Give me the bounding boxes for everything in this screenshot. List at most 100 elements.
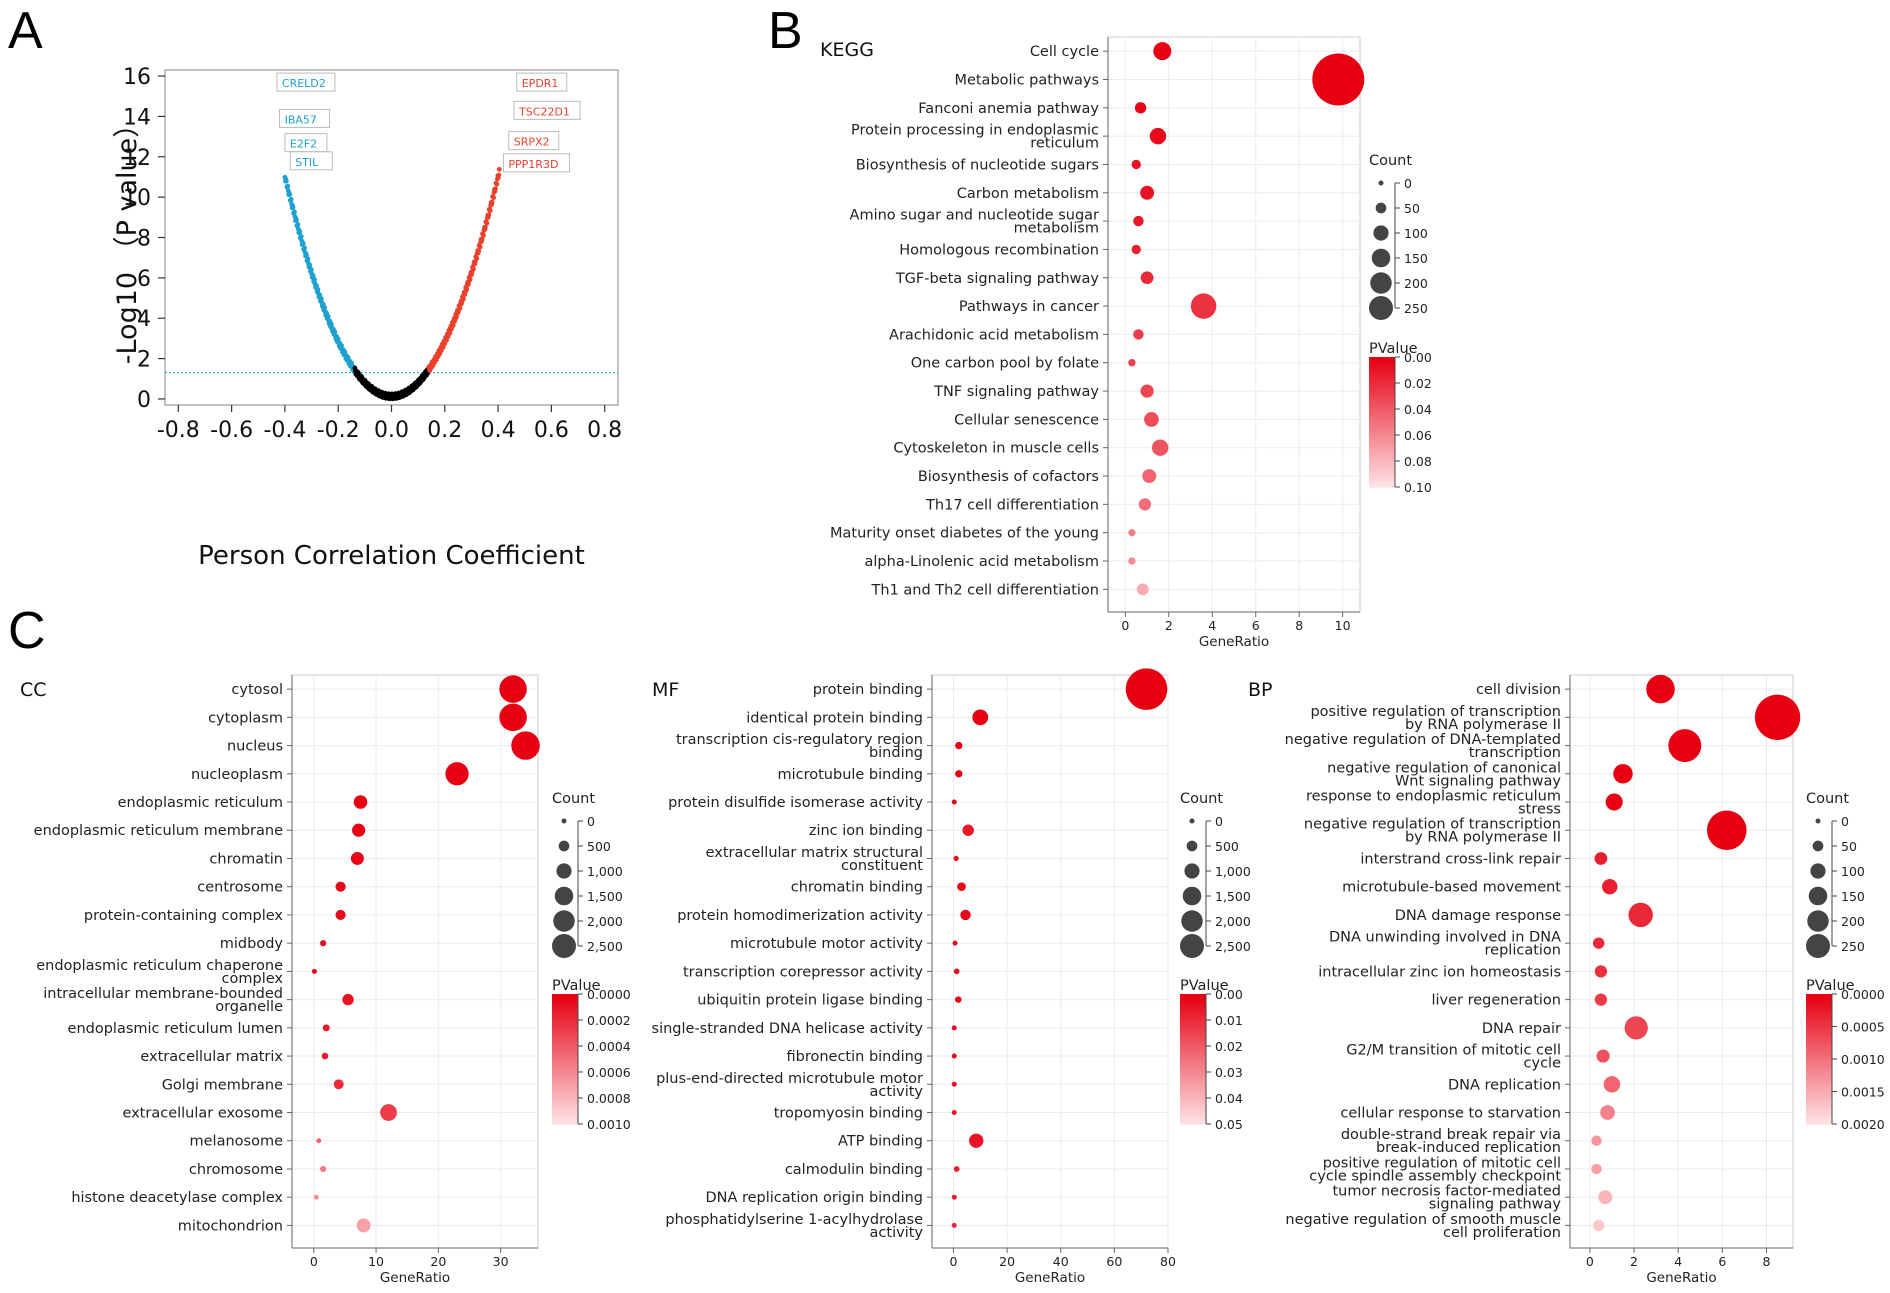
kegg-term-label: TNF signaling pathway [933, 384, 1099, 400]
cc-p-legend-swatch [552, 1065, 578, 1070]
kegg-p-legend-swatch [1369, 422, 1395, 426]
volcano-gene-label: IBA57 [279, 108, 331, 128]
bp-p-legend-swatch [1806, 1065, 1832, 1070]
mf-count-legend-dot [1181, 910, 1203, 932]
volcano-point [287, 192, 293, 197]
mf-count-legend-label: 500 [1215, 839, 1239, 854]
kegg-count-legend-label: 0 [1404, 176, 1412, 191]
cc-term-label: nucleoplasm [191, 767, 283, 783]
mf-dot [953, 968, 960, 975]
volcano-point [477, 244, 483, 250]
cc-p-legend-swatch [552, 1104, 578, 1109]
volcano-point [304, 252, 309, 258]
bp-count-legend-dot [1806, 934, 1830, 958]
kegg-term-label: Metabolic pathways [954, 72, 1099, 88]
bp-term-label: DNA unwinding involved in DNA [1329, 930, 1561, 946]
bp-p-legend-swatch [1806, 1075, 1832, 1080]
mf-p-legend-swatch [1180, 1055, 1206, 1060]
bp-dot [1594, 965, 1608, 978]
mf-count-legend-dot [1180, 934, 1204, 958]
mf-term-label: protein homodimerization activity [677, 908, 923, 924]
kegg-dot [1142, 469, 1157, 484]
cc-p-legend-swatch [552, 1036, 578, 1041]
cc-term-label: complex [222, 971, 284, 987]
kegg-p-legend-label: 0.04 [1404, 402, 1432, 417]
bp-p-legend-swatch [1806, 1029, 1832, 1034]
kegg-count-legend-label: 150 [1404, 251, 1428, 266]
bp-term-label: cycle spindle assembly checkpoint [1309, 1168, 1561, 1184]
kegg-p-legend-swatch [1369, 448, 1395, 452]
mf-count-legend-label: 0 [1215, 814, 1223, 829]
kegg-count-legend-label: 250 [1404, 301, 1428, 316]
kegg-p-legend-swatch [1369, 360, 1395, 365]
kegg-count-legend-dot [1378, 180, 1384, 186]
bp-dot [1605, 793, 1623, 811]
volcano-point [315, 287, 321, 292]
mf-term-label: tropomyosin binding [774, 1106, 923, 1122]
mf-p-legend-swatch [1180, 1059, 1206, 1063]
kegg-p-legend-swatch [1369, 428, 1395, 433]
cc-p-legend-swatch [552, 1000, 578, 1005]
mf-p-legend-swatch [1180, 1049, 1206, 1054]
bp-p-legend-swatch [1806, 1068, 1832, 1073]
mf-term-label: zinc ion binding [809, 823, 923, 839]
kegg-p-legend-label: 0.02 [1404, 376, 1432, 391]
cc-p-legend-swatch [552, 1016, 578, 1021]
volcano-point [450, 322, 456, 328]
mf-term-label: microtubule motor activity [730, 936, 923, 952]
volcano-point [308, 267, 314, 272]
kegg-dot [1138, 498, 1152, 511]
kegg-term-label: One carbon pool by folate [911, 356, 1099, 372]
kegg-dot [1153, 42, 1172, 61]
cc-dot [320, 1165, 327, 1173]
cc-x-tick-label: 20 [430, 1254, 446, 1269]
cc-count-legend-dot [558, 840, 570, 852]
bp-title: BP [1248, 679, 1273, 701]
kegg-term-label: TGF-beta signaling pathway [895, 271, 1100, 287]
bp-dot [1591, 1135, 1602, 1146]
mf-p-legend-swatch [1180, 1010, 1206, 1015]
cc-term-label: Golgi membrane [162, 1077, 283, 1093]
cc-p-legend-swatch [552, 1010, 578, 1015]
mf-count-legend-label: 2,000 [1215, 914, 1251, 929]
bp-term-label: positive regulation of transcription [1310, 704, 1561, 720]
cc-count-legend-dot [561, 818, 567, 824]
panel-label-b: B [768, 2, 803, 60]
volcano-y-tick-label: 12 [123, 146, 151, 171]
mf-p-legend-swatch [1180, 1052, 1206, 1057]
kegg-p-legend-swatch [1369, 451, 1395, 456]
kegg-dot [1140, 185, 1155, 200]
volcano-x-tick-label: 0.4 [481, 418, 516, 443]
bp-p-legend-swatch [1806, 1107, 1832, 1112]
mf-p-legend-swatch [1180, 1003, 1206, 1008]
cc-p-legend-label: 0.0008 [587, 1091, 631, 1106]
bp-p-legend-label: 0.0015 [1841, 1085, 1885, 1100]
kegg-term-label: Fanconi anemia pathway [918, 101, 1099, 117]
kegg-p-legend-swatch [1369, 402, 1395, 407]
volcano-point [335, 336, 341, 342]
kegg-p-legend-swatch [1369, 431, 1395, 436]
bp-p-legend-swatch [1806, 1036, 1832, 1041]
kegg-p-legend-swatch [1369, 435, 1395, 439]
kegg-dot [1136, 583, 1149, 596]
mf-p-legend-label: 0.05 [1215, 1117, 1243, 1132]
mf-term-label: ATP binding [838, 1134, 923, 1150]
bp-term-label: negative regulation of smooth muscle [1285, 1212, 1561, 1228]
cc-dot [333, 1079, 344, 1090]
cc-dot [320, 940, 327, 947]
kegg-dot [1140, 384, 1154, 398]
bp-count-legend-dot [1807, 910, 1829, 932]
cc-p-legend-label: 0.0010 [587, 1117, 631, 1132]
cc-term-label: cytosol [231, 682, 283, 698]
volcano-gene-label-box [513, 100, 581, 120]
kegg-p-legend-swatch [1369, 409, 1395, 413]
mf-term-label: protein disulfide isomerase activity [668, 795, 923, 811]
mf-dot [953, 1166, 960, 1172]
volcano-gene-label-text: STIL [295, 156, 319, 169]
cc-dot [313, 1194, 319, 1200]
mf-p-legend-swatch [1180, 1094, 1206, 1099]
volcano-point [464, 287, 470, 293]
volcano-point [484, 220, 490, 226]
cc-dot [380, 1104, 397, 1121]
mf-p-legend-swatch [1180, 1107, 1206, 1112]
